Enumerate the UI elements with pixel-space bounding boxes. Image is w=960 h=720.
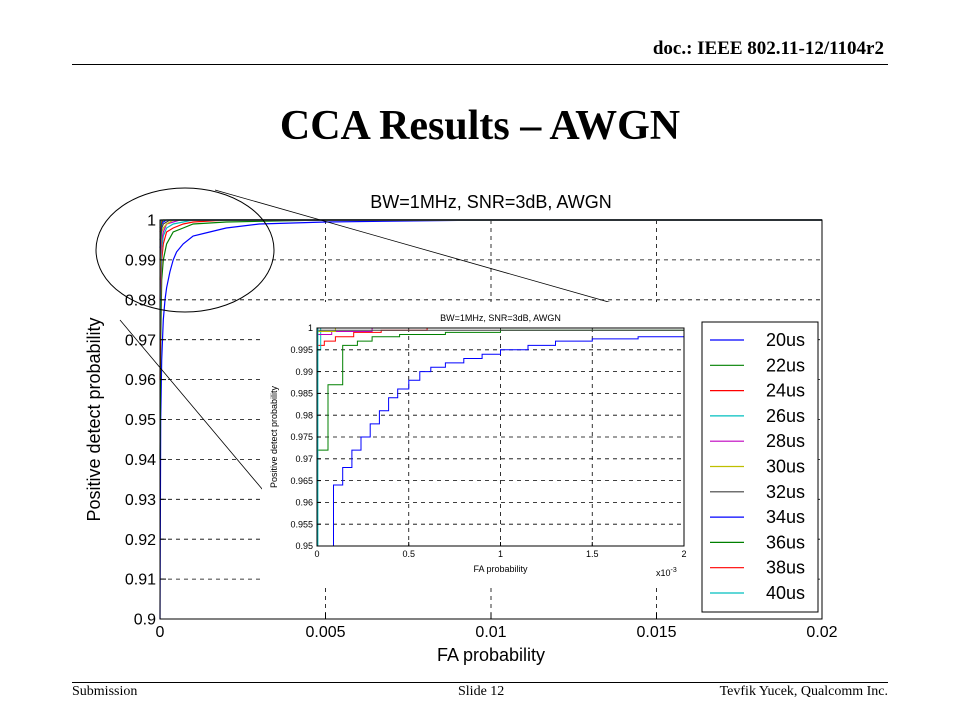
header-rule xyxy=(72,64,888,65)
main-series-line-20us xyxy=(159,219,822,620)
main-y-tick-label: 0.99 xyxy=(125,253,156,270)
footer-rule xyxy=(72,682,888,683)
footer-slide-number: Slide 12 xyxy=(458,684,505,699)
inset-series-line-20us xyxy=(317,336,684,547)
legend-label-40us: 40us xyxy=(766,583,805,603)
inset-y-tick-label: 0.95 xyxy=(295,541,313,551)
legend-label-34us: 34us xyxy=(766,507,805,527)
legend-label-22us: 22us xyxy=(766,355,805,375)
legend-label-20us: 20us xyxy=(766,330,805,350)
footer-author: Tevfik Yucek, Qualcomm Inc. xyxy=(719,684,888,699)
inset-x-multiplier: x10-3 xyxy=(656,567,677,578)
document-id: doc.: IEEE 802.11-12/1104r2 xyxy=(652,38,884,59)
main-y-tick-label: 0.95 xyxy=(125,412,156,429)
inset-y-tick-label: 0.975 xyxy=(290,432,313,442)
legend-label-28us: 28us xyxy=(766,431,805,451)
main-y-tick-label: 0.91 xyxy=(125,572,156,589)
main-x-tick-label: 0 xyxy=(156,624,165,641)
inset-chart-title: BW=1MHz, SNR=3dB, AWGN xyxy=(440,313,561,323)
legend-label-24us: 24us xyxy=(766,381,805,401)
legend-label-30us: 30us xyxy=(766,457,805,477)
main-y-tick-label: 0.97 xyxy=(125,332,156,349)
inset-y-tick-label: 0.98 xyxy=(295,410,313,420)
legend-label-32us: 32us xyxy=(766,482,805,502)
main-y-axis-label: Positive detect probability xyxy=(84,317,104,521)
inset-y-tick-label: 0.985 xyxy=(290,389,313,399)
main-y-tick-label: 0.92 xyxy=(125,532,156,549)
inset-x-tick-label: 0 xyxy=(314,549,319,559)
inset-y-tick-label: 0.96 xyxy=(295,498,313,508)
inset-series-line-22us xyxy=(317,329,684,451)
main-y-tick-label: 0.96 xyxy=(125,372,156,389)
main-x-tick-label: 0.01 xyxy=(475,624,506,641)
main-x-tick-label: 0.015 xyxy=(636,624,676,641)
zoom-ellipse xyxy=(95,187,275,313)
inset-x-tick-label: 1 xyxy=(498,549,503,559)
inset-y-axis-label: Positive detect probability xyxy=(269,385,279,488)
main-x-axis-label: FA probability xyxy=(437,645,545,665)
inset-x-axis-label: FA probability xyxy=(473,564,528,574)
footer-submission: Submission xyxy=(72,684,138,699)
inset-x-tick-label: 1.5 xyxy=(586,549,599,559)
main-y-tick-label: 0.9 xyxy=(134,612,156,629)
main-chart-title: BW=1MHz, SNR=3dB, AWGN xyxy=(370,192,611,212)
inset-y-tick-label: 1 xyxy=(308,323,313,333)
main-x-tick-label: 0.005 xyxy=(305,624,345,641)
inset-y-tick-label: 0.965 xyxy=(290,476,313,486)
inset-y-tick-label: 0.97 xyxy=(295,454,313,464)
legend-label-26us: 26us xyxy=(766,406,805,426)
inset-x-tick-label: 0.5 xyxy=(402,549,415,559)
inset-y-tick-label: 0.995 xyxy=(290,345,313,355)
main-y-tick-label: 1 xyxy=(147,213,156,230)
inset-x-multiplier-exponent: -3 xyxy=(671,567,677,574)
main-y-tick-label: 0.93 xyxy=(125,492,156,509)
inset-y-tick-label: 0.99 xyxy=(295,367,313,377)
inset-y-tick-label: 0.955 xyxy=(290,519,313,529)
inset-x-tick-label: 2 xyxy=(681,549,686,559)
legend-label-38us: 38us xyxy=(766,558,805,578)
slide-title: CCA Results – AWGN xyxy=(279,103,681,149)
main-y-tick-label: 0.94 xyxy=(125,452,156,469)
main-x-tick-label: 0.02 xyxy=(806,624,837,641)
main-y-tick-label: 0.98 xyxy=(125,292,156,309)
legend-label-36us: 36us xyxy=(766,532,805,552)
